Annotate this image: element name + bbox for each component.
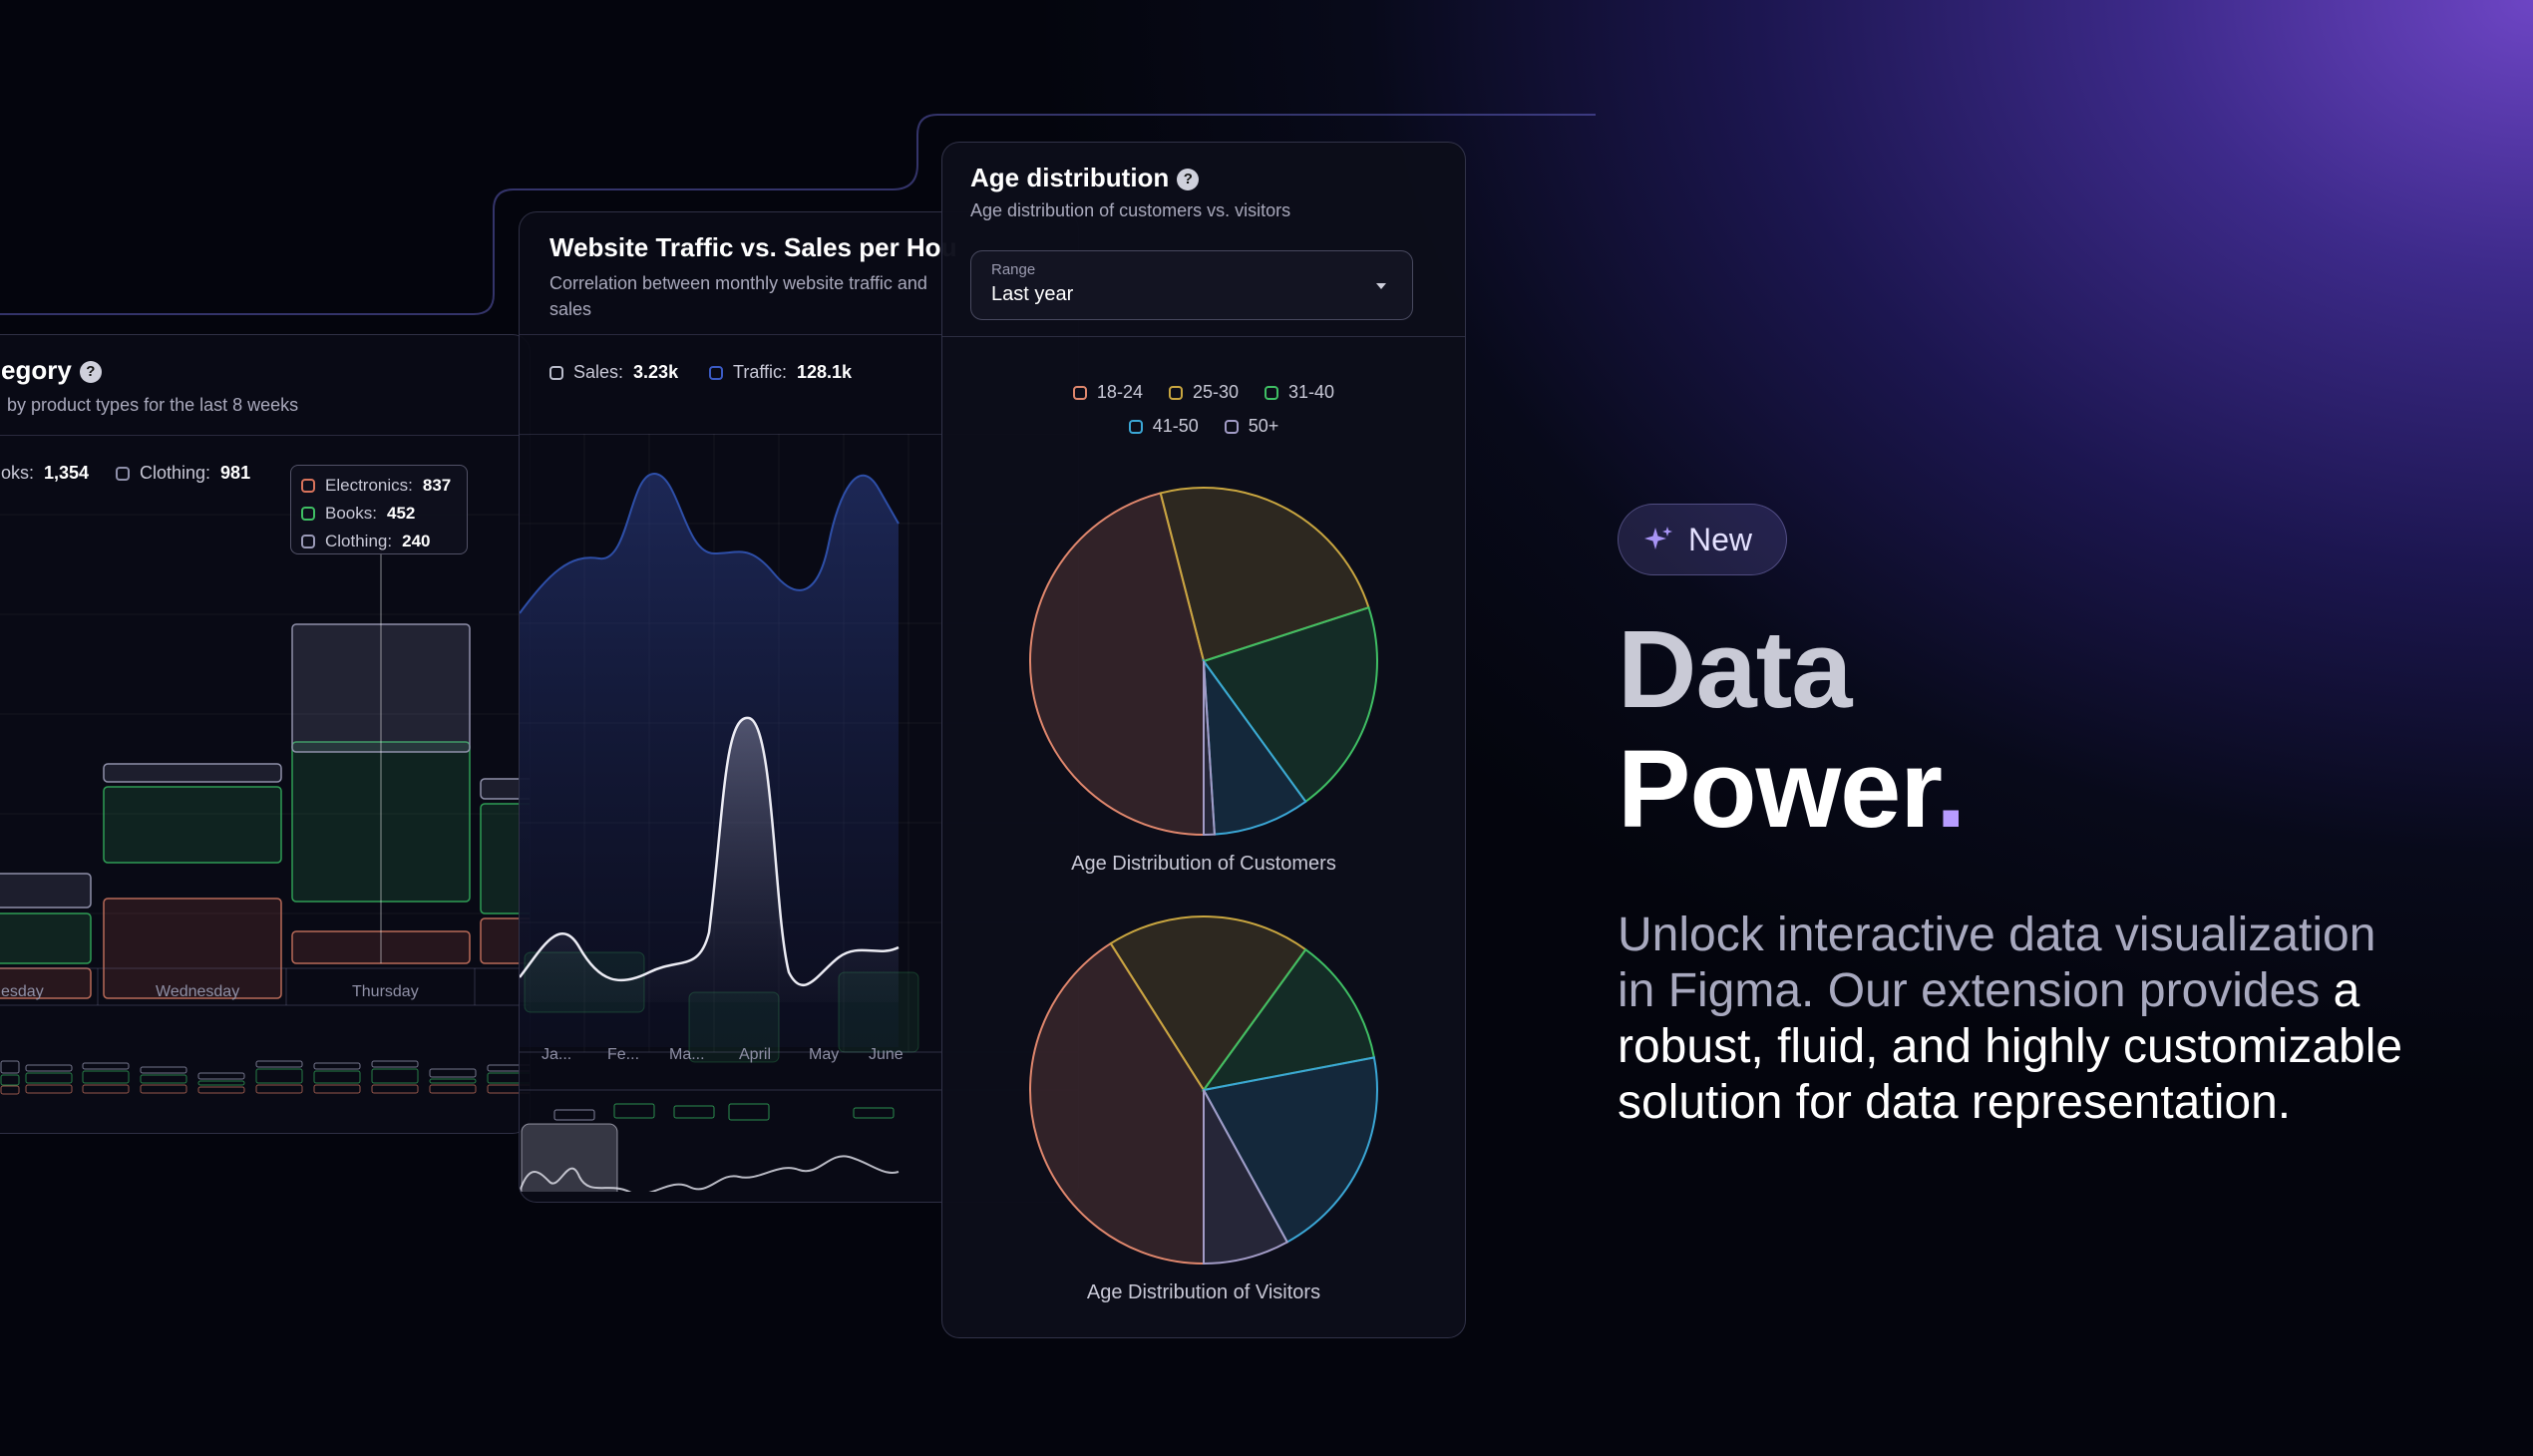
card-title: egory (1, 355, 72, 385)
x-tick: Thursday (352, 983, 419, 1000)
x-tick: Ma... (669, 1046, 705, 1063)
legend-swatch (116, 466, 130, 481)
legend-item-clothing[interactable]: Clothing: 981 (116, 463, 250, 484)
pie-slice-31-40[interactable] (1201, 947, 1376, 1092)
traffic-sales-chart (520, 434, 1078, 1192)
card-title: Website Traffic vs. Sales per Hou (549, 232, 957, 262)
legend-item-sales[interactable]: Sales: 3.23k (549, 362, 678, 383)
card-subtitle: by product types for the last 8 weeks (7, 395, 299, 415)
legend-item-50-plus[interactable]: 50+ (1224, 416, 1278, 437)
pie-slice-31-40[interactable] (1202, 605, 1378, 804)
legend-item-25-30[interactable]: 25-30 (1168, 382, 1239, 403)
card-subtitle: Age distribution of customers vs. visito… (970, 200, 1291, 220)
legend-item-31-40[interactable]: 31-40 (1265, 382, 1334, 403)
help-icon[interactable]: ? (1177, 168, 1200, 190)
pie-slice-41-50[interactable] (1202, 1056, 1378, 1244)
x-tick: Fe... (607, 1046, 640, 1063)
legend-item-books[interactable]: oks: 1,354 (1, 463, 90, 483)
pie-chart-label: Age Distribution of Customers (1071, 853, 1336, 875)
sales-by-category-card: egory? by product types for the last 8 w… (0, 334, 531, 1134)
pie-chart-visitors (1029, 915, 1378, 1266)
hero-description: Unlock interactive data visualization in… (1618, 909, 2403, 1129)
pie-slice-25-30[interactable] (1159, 487, 1370, 663)
pie-slice-41-50[interactable] (1202, 657, 1307, 836)
sparkle-icon (1644, 527, 1672, 549)
pie-slice-18-24[interactable] (1029, 492, 1205, 837)
x-tick: Wednesday (156, 983, 240, 1000)
x-tick: April (739, 1046, 772, 1063)
range-select-value: Last year (991, 283, 1074, 305)
badge-label: New (1688, 521, 1753, 557)
x-tick: June (869, 1046, 904, 1063)
chart-tooltip: Electronics: 837 Books: 452 Clothing: 240 (290, 465, 468, 554)
legend-item-traffic[interactable]: Traffic: 128.1k (709, 362, 852, 383)
new-badge[interactable]: New (1618, 504, 1788, 575)
pie-chart-label: Age Distribution of Visitors (1086, 1281, 1321, 1303)
chevron-down-icon (1376, 283, 1386, 289)
hero-title: Data Power. (1618, 608, 1967, 851)
card-title: Age distribution (970, 163, 1170, 192)
pie-chart-customers (1029, 487, 1378, 837)
pie-slice-50+[interactable] (1203, 1089, 1289, 1266)
range-select[interactable]: Range Last year (970, 250, 1413, 320)
x-tick: esday (1, 983, 44, 1000)
help-icon[interactable]: ? (79, 360, 102, 383)
pie-slice-25-30[interactable] (1109, 915, 1307, 1092)
age-distribution-card: Age distribution? Age distribution of cu… (941, 142, 1466, 1338)
stacked-bar-chart (0, 514, 530, 1095)
range-select-label: Range (991, 261, 1036, 278)
legend-item-41-50[interactable]: 41-50 (1128, 416, 1199, 437)
legend-item-18-24[interactable]: 18-24 (1072, 382, 1143, 403)
pie-slice-50+[interactable] (1203, 660, 1216, 837)
x-tick: Ja... (542, 1046, 572, 1063)
x-tick: May (809, 1046, 840, 1063)
